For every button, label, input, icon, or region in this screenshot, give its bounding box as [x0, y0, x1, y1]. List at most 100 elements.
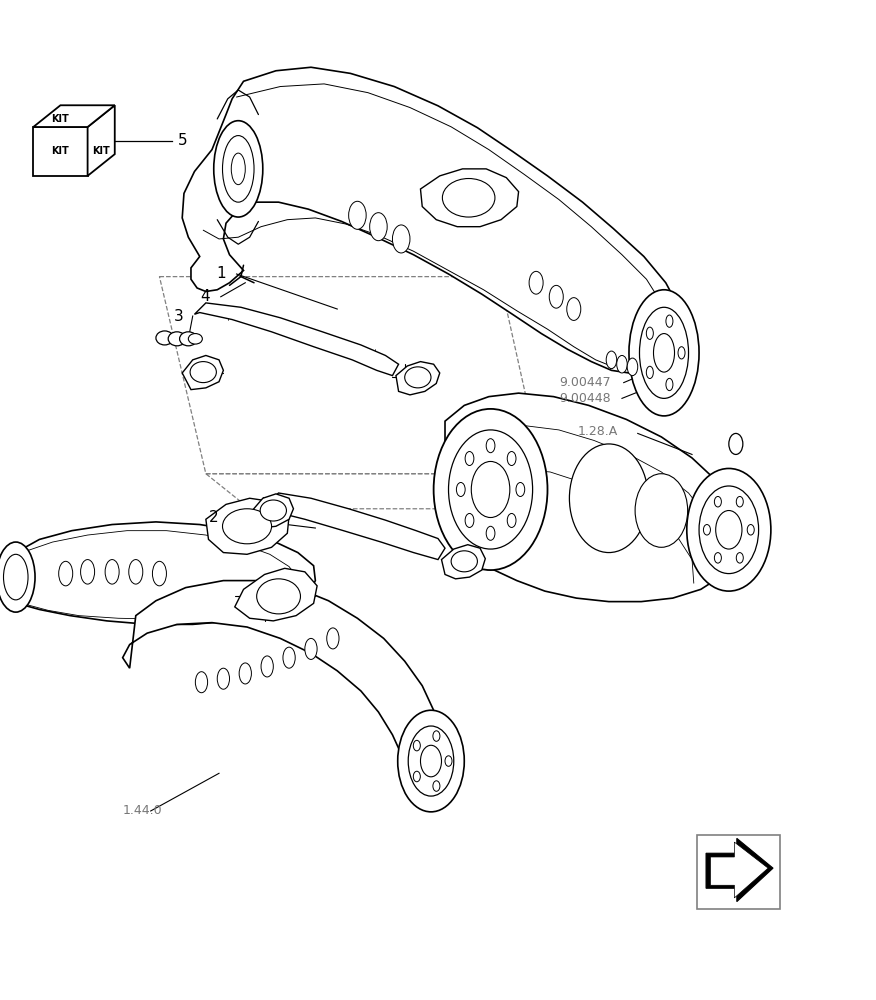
Ellipse shape	[714, 553, 721, 563]
Polygon shape	[182, 355, 223, 390]
Ellipse shape	[257, 579, 300, 614]
Ellipse shape	[180, 332, 197, 346]
Ellipse shape	[549, 285, 563, 308]
Ellipse shape	[465, 513, 474, 527]
Ellipse shape	[617, 355, 627, 373]
Ellipse shape	[529, 271, 543, 294]
Text: 1.44.0: 1.44.0	[123, 804, 162, 817]
Ellipse shape	[129, 560, 143, 584]
Ellipse shape	[567, 298, 581, 320]
Ellipse shape	[433, 781, 440, 791]
Ellipse shape	[370, 213, 387, 241]
Ellipse shape	[408, 726, 454, 796]
Text: KIT: KIT	[92, 146, 110, 156]
Ellipse shape	[627, 358, 638, 376]
Ellipse shape	[715, 496, 722, 507]
Ellipse shape	[239, 663, 251, 684]
Ellipse shape	[405, 367, 431, 388]
Ellipse shape	[105, 560, 119, 584]
Polygon shape	[123, 581, 438, 773]
Ellipse shape	[516, 482, 525, 496]
Ellipse shape	[629, 290, 699, 416]
Ellipse shape	[635, 474, 688, 547]
Ellipse shape	[465, 452, 474, 466]
Ellipse shape	[195, 672, 208, 693]
Ellipse shape	[747, 525, 754, 535]
Polygon shape	[235, 568, 317, 621]
Polygon shape	[252, 494, 293, 528]
Ellipse shape	[156, 331, 173, 345]
Ellipse shape	[507, 513, 516, 527]
Ellipse shape	[507, 452, 516, 466]
Ellipse shape	[456, 482, 465, 496]
Ellipse shape	[451, 551, 477, 572]
Ellipse shape	[666, 315, 673, 327]
Polygon shape	[445, 393, 740, 602]
Ellipse shape	[442, 179, 495, 217]
Ellipse shape	[653, 334, 675, 372]
Ellipse shape	[413, 771, 420, 782]
Polygon shape	[33, 105, 115, 127]
Ellipse shape	[214, 121, 263, 217]
Text: 5: 5	[178, 133, 187, 148]
Ellipse shape	[217, 668, 230, 689]
Ellipse shape	[59, 561, 73, 586]
Polygon shape	[442, 545, 485, 579]
Ellipse shape	[699, 486, 759, 574]
Ellipse shape	[678, 347, 685, 359]
Text: 3: 3	[174, 309, 184, 324]
Text: 2: 2	[209, 510, 219, 525]
Ellipse shape	[398, 710, 464, 812]
Ellipse shape	[223, 136, 254, 202]
Polygon shape	[182, 67, 682, 373]
Ellipse shape	[606, 351, 617, 369]
Ellipse shape	[168, 332, 186, 346]
Polygon shape	[710, 842, 768, 898]
Ellipse shape	[486, 439, 495, 453]
Ellipse shape	[736, 553, 743, 563]
Ellipse shape	[413, 740, 420, 751]
Ellipse shape	[646, 327, 653, 339]
Ellipse shape	[486, 526, 495, 540]
Ellipse shape	[327, 628, 339, 649]
Ellipse shape	[569, 444, 648, 553]
Ellipse shape	[434, 409, 548, 570]
Text: 1.28.A: 1.28.A	[578, 425, 618, 438]
Text: KIT: KIT	[52, 146, 69, 156]
Ellipse shape	[260, 500, 286, 521]
Ellipse shape	[4, 554, 28, 600]
Ellipse shape	[639, 307, 689, 398]
Ellipse shape	[729, 433, 743, 454]
Ellipse shape	[666, 378, 673, 391]
Ellipse shape	[445, 756, 452, 766]
Text: 9.00447: 9.00447	[559, 376, 611, 389]
Ellipse shape	[687, 468, 771, 591]
Ellipse shape	[392, 225, 410, 253]
Ellipse shape	[81, 560, 95, 584]
Ellipse shape	[471, 461, 510, 518]
Ellipse shape	[152, 561, 166, 586]
Ellipse shape	[716, 511, 742, 549]
Polygon shape	[88, 105, 115, 176]
Bar	[697, 835, 780, 909]
Ellipse shape	[0, 542, 35, 612]
Ellipse shape	[433, 731, 440, 741]
Polygon shape	[396, 362, 440, 395]
Ellipse shape	[420, 745, 442, 777]
Ellipse shape	[736, 496, 743, 507]
Ellipse shape	[261, 656, 273, 677]
Polygon shape	[194, 303, 399, 376]
Text: 9.00448: 9.00448	[559, 392, 611, 405]
Ellipse shape	[449, 430, 533, 549]
Ellipse shape	[231, 153, 245, 185]
Polygon shape	[265, 493, 445, 560]
Ellipse shape	[223, 509, 272, 544]
Ellipse shape	[188, 334, 202, 344]
Ellipse shape	[349, 201, 366, 229]
Polygon shape	[9, 522, 315, 624]
Text: 4: 4	[201, 289, 210, 304]
Text: KIT: KIT	[52, 114, 69, 124]
Polygon shape	[206, 498, 289, 554]
Polygon shape	[420, 169, 519, 227]
Text: 1: 1	[216, 266, 226, 281]
